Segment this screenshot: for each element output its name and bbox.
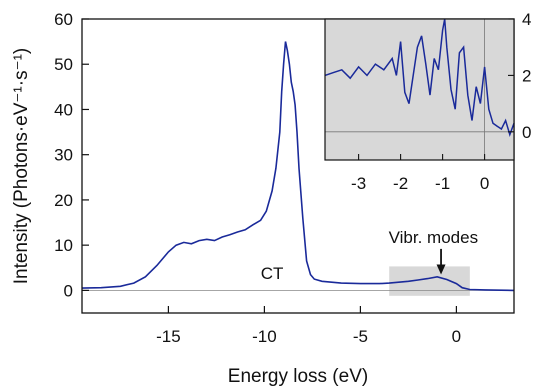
inset-y-tick-label: 4 [522,10,531,29]
main-plot-frame [81,18,515,314]
y-tick-label: 30 [54,146,73,165]
inset-x-tick-label: 0 [480,174,489,193]
annotation-ct: CT [261,264,284,283]
y-tick-label: 20 [54,191,73,210]
arrowhead-icon [436,264,446,275]
inset-frame [324,18,515,161]
inset-y-ticks: 0 2 4 [508,10,531,142]
y-tick-label: 50 [54,55,73,74]
main-series-line [81,41,515,292]
inset-chart: -3 -2 -1 0 0 2 4 [324,10,531,193]
vibr-highlight-region [389,266,470,296]
x-tick-label: -5 [353,327,368,346]
y-tick-label: 10 [54,236,73,255]
x-tick-label: -15 [156,327,181,346]
inset-x-ticks: -3 -2 -1 0 [351,154,489,193]
inset-x-tick-label: -3 [351,174,366,193]
main-y-ticks: 0 10 20 30 40 50 60 [54,10,89,300]
inset-series-line [324,18,515,137]
inset-x-tick-label: -1 [435,174,450,193]
inset-x-tick-label: -2 [393,174,408,193]
x-axis-label: Energy loss (eV) [228,366,368,387]
y-tick-label: 40 [54,100,73,119]
x-tick-label: -10 [252,327,277,346]
annotation-vibr-modes: Vibr. modes [389,228,478,247]
y-axis-label: Intensity (Photons·eV⁻¹·s⁻¹) [11,48,32,285]
inset-y-tick-label: 0 [522,123,531,142]
main-x-ticks: -15 -10 -5 0 [156,306,461,346]
inset-y-tick-label: 2 [522,66,531,85]
y-tick-label: 60 [54,10,73,29]
x-tick-label: 0 [452,327,461,346]
y-tick-label: 0 [64,281,73,300]
